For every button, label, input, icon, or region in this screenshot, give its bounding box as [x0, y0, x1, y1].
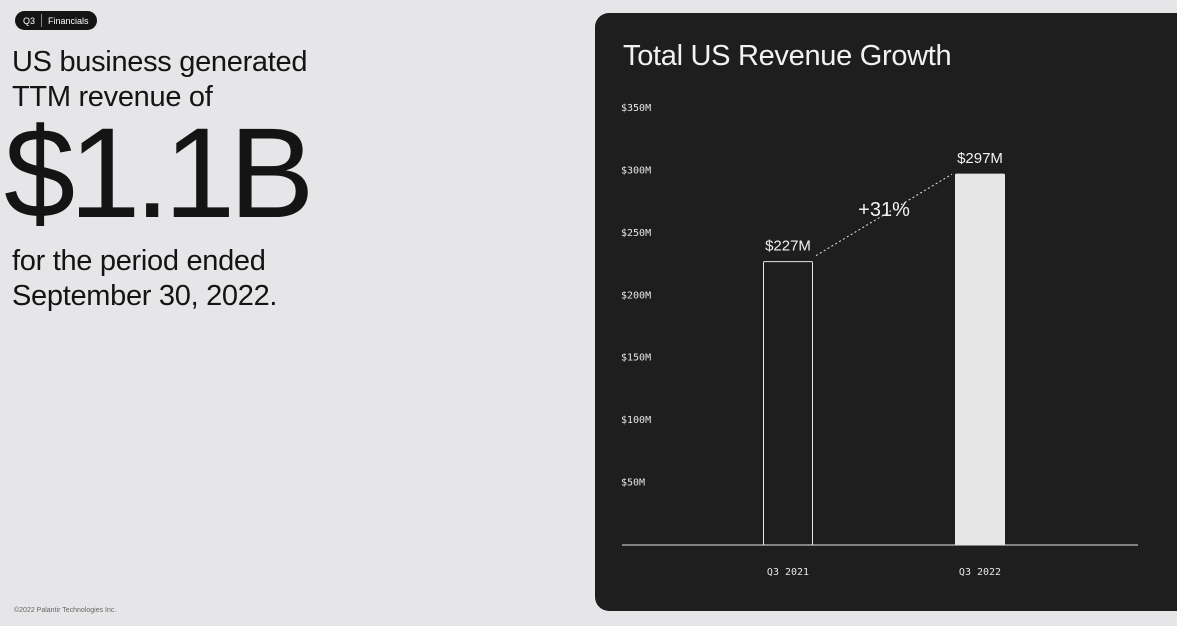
bar-q3-2022	[955, 173, 1005, 546]
headline-line-1: US business generated	[12, 46, 308, 78]
bar-value-label: $227M	[765, 238, 811, 255]
period-line-2: September 30, 2022.	[12, 280, 278, 312]
section-tag: Q3 Financials	[15, 11, 97, 30]
y-tick-label: $300M	[621, 165, 651, 176]
growth-connector-line	[815, 173, 953, 257]
big-number: $1.1B	[4, 102, 314, 245]
tag-divider	[41, 14, 43, 27]
y-tick-label: $250M	[621, 228, 651, 239]
chart-title: Total US Revenue Growth	[623, 40, 952, 72]
revenue-bar-chart: $50M $100M $150M $200M $250M $300M $350M $227M Q…	[621, 103, 1138, 578]
growth-label: +31%	[858, 199, 910, 221]
headline: US business generated TTM revenue of	[12, 45, 307, 115]
tag-section: Financials	[48, 15, 89, 26]
bar-value-label: $297M	[957, 150, 1003, 167]
x-tick-label: Q3 2021	[767, 567, 809, 578]
tag-quarter: Q3	[23, 15, 36, 26]
y-tick-label: $200M	[621, 290, 651, 301]
period-text: for the period ended September 30, 2022.	[12, 244, 277, 314]
headline-line-2: TTM revenue of	[12, 81, 213, 113]
chart-panel	[595, 13, 1177, 611]
y-tick-label: $150M	[621, 353, 651, 364]
y-tick-label: $350M	[621, 103, 651, 114]
y-tick-label: $50M	[621, 478, 645, 489]
x-tick-label: Q3 2022	[959, 567, 1001, 578]
y-tick-label: $100M	[621, 415, 651, 426]
copyright-footer: ©2022 Palantir Technologies Inc.	[14, 607, 117, 614]
bar-q3-2021	[763, 261, 813, 546]
period-line-1: for the period ended	[12, 245, 266, 277]
